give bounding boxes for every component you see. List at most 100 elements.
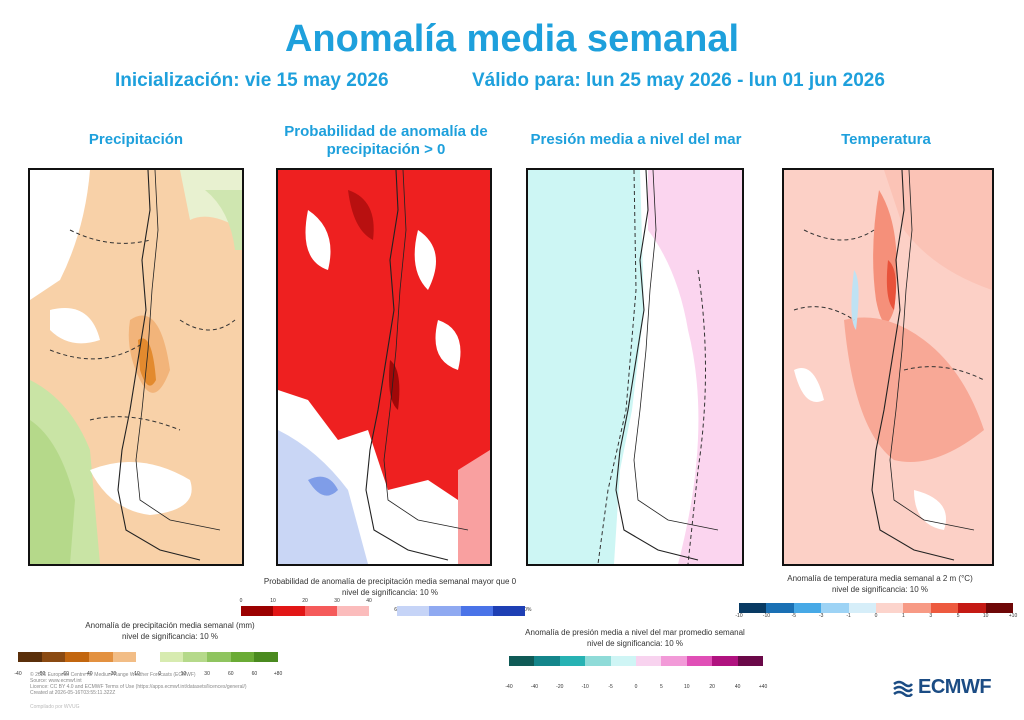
tick-label: -80	[38, 671, 46, 677]
tick-label: 10	[982, 613, 989, 619]
tick-label: -60	[61, 671, 69, 677]
precip-map	[28, 168, 244, 566]
tick-label: -40	[530, 684, 539, 690]
tick-label: 3	[929, 613, 933, 619]
tick-label: -40	[85, 671, 93, 677]
temp-swatch	[821, 603, 849, 613]
compiled-credit: Compilado por WVUG	[30, 704, 80, 710]
precip-swatch	[159, 652, 184, 662]
temp-swatch	[875, 603, 904, 613]
precip-swatch	[112, 652, 137, 662]
prob-swatch	[241, 606, 273, 616]
temp-legend-title: Anomalía de temperatura media semanal a …	[787, 574, 973, 583]
prob-colorbar-dry	[241, 606, 369, 616]
temp-swatch	[985, 603, 1013, 613]
panel-title-prob: Probabilidad de anomalía de precipitació…	[284, 123, 488, 158]
init-date: Inicialización: vie 15 may 2026	[115, 70, 389, 91]
mslp-map	[526, 168, 744, 566]
temp-swatch	[930, 603, 959, 613]
mslp-legend-title: Anomalía de presión media a nivel del ma…	[525, 628, 745, 637]
precip-colorbar	[18, 652, 278, 662]
tick-label: +40	[758, 684, 768, 690]
temp-swatch	[903, 603, 931, 613]
precip-ticks: -40 -80 -60 -40 -30 -10 0 10 30 60 60 +80	[14, 670, 282, 679]
panel-title-temp: Temperatura	[841, 131, 931, 148]
temp-map	[782, 168, 994, 566]
tick-label: -10	[762, 613, 771, 619]
prob-ticks-left: 0 10 20 30 40	[239, 597, 372, 606]
prob-swatch	[397, 606, 429, 616]
mslp-swatch	[585, 656, 611, 666]
mslp-ticks: -40 -40 -20 -10 -5 0 5 10 20 40 +40	[505, 683, 767, 692]
temp-ticks: -10 -10 -5 -3 -1 0 1 3 5 10 +10	[735, 612, 1017, 621]
tick-label: -5	[791, 613, 797, 619]
mslp-swatch	[712, 656, 738, 666]
prob-colorbar-wet	[397, 606, 525, 616]
prob-swatch	[493, 606, 525, 616]
mslp-swatch	[559, 656, 586, 666]
temp-colorbar	[739, 603, 1013, 613]
temp-swatch	[793, 603, 822, 613]
tick-label: -10	[581, 684, 589, 690]
tick-label: 40	[734, 684, 741, 690]
mslp-swatch	[737, 656, 763, 666]
precip-swatch	[230, 652, 255, 662]
mslp-swatch	[509, 656, 535, 666]
prob-legend-title: Probabilidad de anomalía de precipitació…	[263, 577, 517, 586]
tick-label: 20	[709, 684, 715, 690]
precip-swatch	[18, 652, 42, 662]
precip-swatch	[65, 652, 89, 662]
tick-label: 30	[334, 598, 340, 604]
footer-line: © 2026 European Centre for Medium-Range …	[30, 672, 196, 678]
prob-swatch	[429, 606, 461, 616]
ecmwf-logo-text: ECMWF	[918, 676, 992, 698]
prob-swatch	[461, 606, 493, 616]
prob-swatch	[305, 606, 337, 616]
precip-swatch	[88, 652, 113, 662]
precip-legend-sig: nivel de significancia: 10 %	[121, 632, 219, 641]
tick-label: -20	[556, 684, 564, 690]
mslp-swatch	[661, 656, 687, 666]
ecmwf-logo-icon	[893, 680, 913, 697]
temp-legend-sig: nivel de significancia: 10 %	[831, 585, 929, 594]
mslp-swatch	[635, 656, 662, 666]
tick-label: 10	[684, 684, 690, 690]
precip-swatch	[41, 652, 66, 662]
precip-swatch	[254, 652, 278, 662]
footer-line: Created at 2026-05-16T03:55:11.322Z	[30, 690, 116, 696]
prob-legend-sig: nivel de significancia: 10 %	[341, 588, 439, 597]
tick-label: -30	[108, 671, 117, 677]
tick-label: 0	[874, 613, 878, 619]
prob-swatch	[273, 606, 305, 616]
tick-label: 5	[660, 684, 663, 690]
tick-label: 30	[204, 671, 210, 677]
tick-label: -3	[818, 613, 824, 619]
mslp-colorbar	[509, 656, 763, 666]
tick-label: 60	[251, 671, 258, 677]
tick-label: 0	[239, 598, 243, 604]
mslp-swatch	[610, 656, 636, 666]
tick-label: 10	[270, 598, 276, 604]
temp-swatch	[848, 603, 876, 613]
mslp-swatch	[686, 656, 713, 666]
tick-label: -1	[846, 613, 851, 619]
precip-swatch	[183, 652, 207, 662]
tick-label: +80	[273, 671, 283, 677]
tick-label: 5	[956, 613, 960, 619]
footer-line: Licence: CC BY 4.0 and ECMWF Terms of Us…	[30, 684, 247, 690]
panel-title-mslp: Presión media a nivel del mar	[530, 131, 742, 148]
tick-label: +10	[1008, 613, 1018, 619]
tick-label: 60	[227, 671, 234, 677]
tick-label: 10	[180, 671, 187, 677]
tick-label: 0	[158, 671, 162, 677]
mslp-swatch	[534, 656, 560, 666]
tick-label: 1	[902, 613, 905, 619]
tick-label: 0	[634, 684, 638, 690]
precip-swatch	[207, 652, 231, 662]
mslp-legend-sig: nivel de significancia: 10 %	[586, 639, 684, 648]
page-title: Anomalía media semanal	[284, 18, 740, 60]
tick-label: 20	[302, 598, 308, 604]
tick-label: -5	[608, 684, 613, 690]
tick-label: -40	[14, 671, 22, 677]
temp-swatch	[766, 603, 794, 613]
